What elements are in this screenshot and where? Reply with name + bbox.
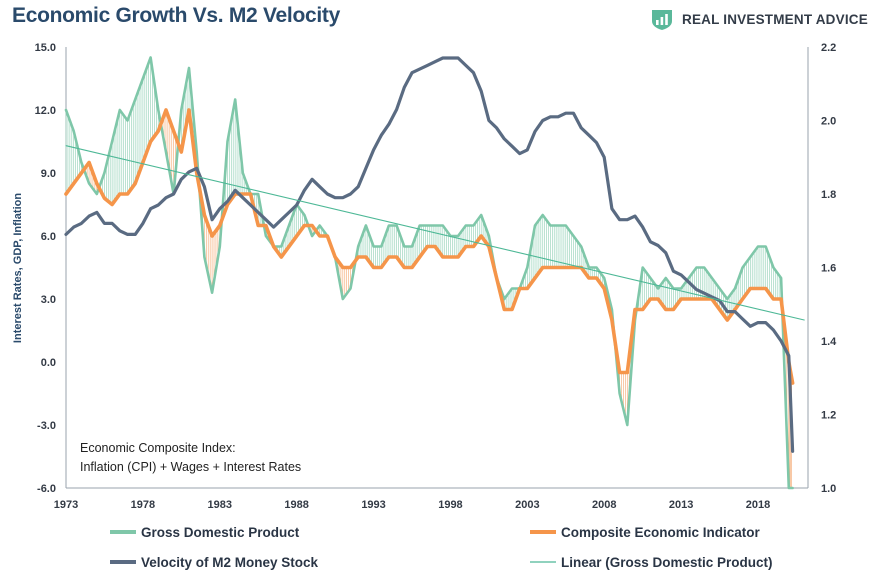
y-tick-label: 15.0 [35, 42, 56, 54]
x-tick-label: 1978 [131, 499, 155, 511]
axes-layer: 15.0 12.0 9.0 6.0 3.0 0.0 -3.0 -6.0 2.2 2.0 1.8 1.6… [35, 42, 838, 511]
y-axis-label: Interest Rates, GDP, Inflation [12, 193, 24, 343]
gdp-composite-drop-lines [65, 57, 793, 488]
y2-tick-label: 1.6 [821, 263, 836, 275]
y2-tick-label: 1.2 [821, 410, 836, 422]
series-line-composite [64, 108, 795, 385]
legend-label-velocity: Velocity of M2 Money Stock [141, 555, 319, 570]
annotation-line-1: Economic Composite Index: [80, 441, 236, 455]
y-tick-label: 3.0 [41, 294, 56, 306]
y-tick-label: -3.0 [37, 420, 56, 432]
annotation-line-2: Inflation (CPI) + Wages + Interest Rates [80, 460, 301, 474]
y2-tick-label: 1.8 [821, 189, 836, 201]
y2-tick-label: 1.4 [821, 336, 837, 348]
x-tick-label: 2013 [669, 499, 693, 511]
y2-tick-label: 2.2 [821, 42, 836, 54]
x-tick-label: 1993 [361, 499, 385, 511]
y2-tick-label: 1.0 [821, 483, 836, 495]
y-tick-label: 0.0 [41, 357, 56, 369]
series-line-velocity [64, 56, 795, 453]
x-tick-label: 1973 [54, 499, 78, 511]
brand-logo: REAL INVESTMENT ADVICE [650, 7, 868, 31]
series-line-gdp [64, 56, 794, 490]
x-tick-label: 1988 [284, 499, 308, 511]
series-layer [64, 56, 805, 490]
page-title: Economic Growth Vs. M2 Velocity [12, 4, 340, 27]
x-tick-label: 2003 [515, 499, 539, 511]
x-tick-label: 2018 [746, 499, 770, 511]
x-tick-label: 1983 [208, 499, 232, 511]
legend-label-linear: Linear (Gross Domestic Product) [561, 555, 773, 570]
y-tick-label: 9.0 [41, 168, 56, 180]
brand-name: REAL INVESTMENT ADVICE [682, 11, 868, 27]
legend-label-composite: Composite Economic Indicator [561, 525, 761, 540]
y2-tick-label: 2.0 [821, 116, 836, 128]
x-tick-label: 2008 [592, 499, 616, 511]
series-line-linear [65, 145, 805, 321]
y-tick-label: 12.0 [35, 105, 56, 117]
x-tick-label: 1998 [438, 499, 462, 511]
legend-label-gdp: Gross Domestic Product [141, 525, 300, 540]
legend: Gross Domestic Product Composite Economi… [110, 525, 773, 570]
y-tick-label: -6.0 [37, 483, 56, 495]
y-tick-label: 6.0 [41, 231, 56, 243]
chart-shield-icon [652, 10, 672, 30]
